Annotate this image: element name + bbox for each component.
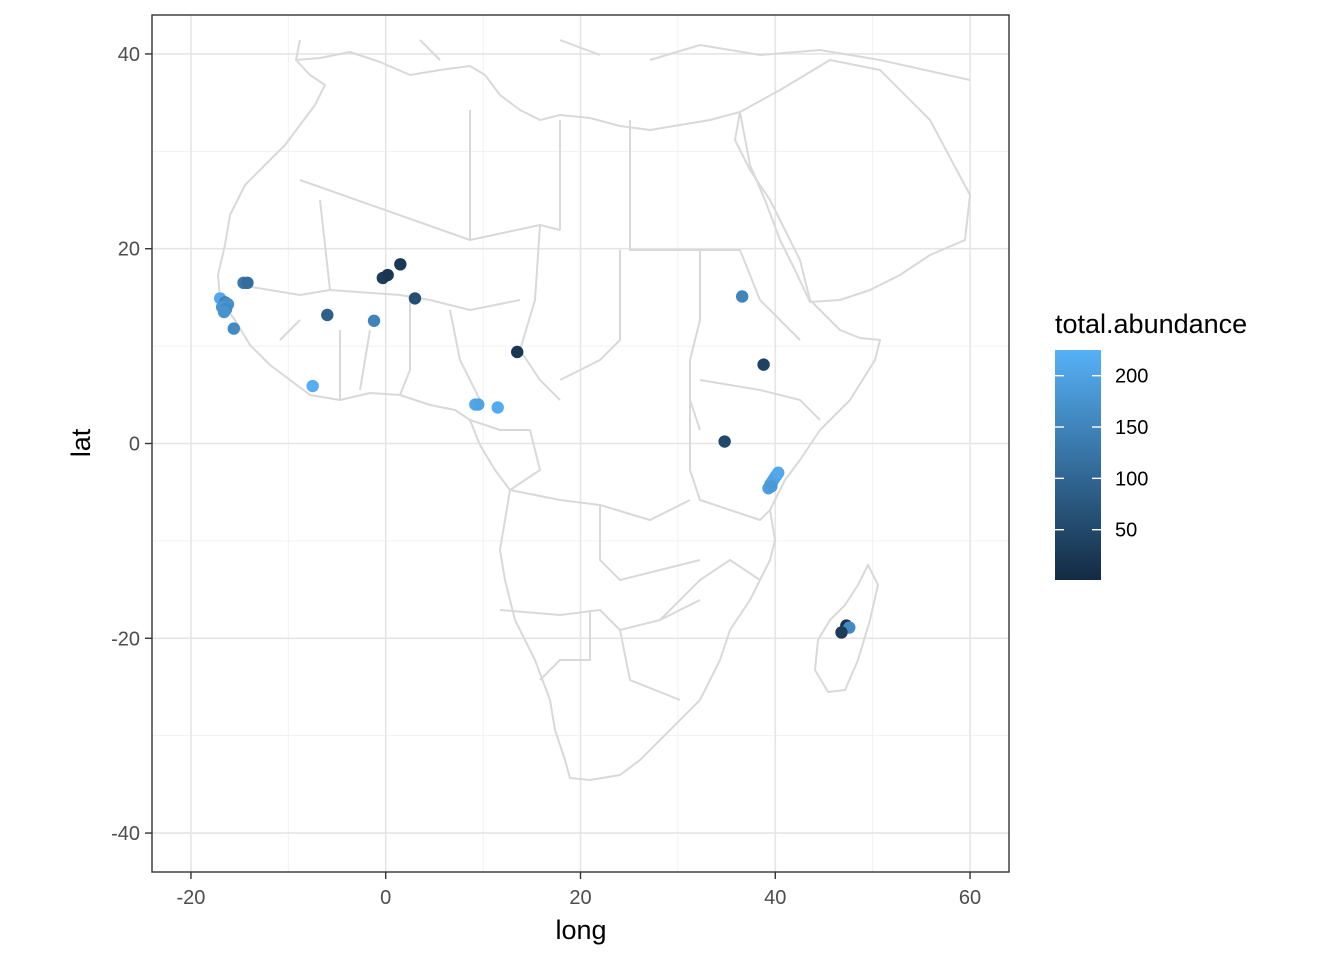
y-tick-label: 20 (118, 239, 140, 261)
data-point (472, 398, 485, 411)
y-tick-label: -20 (111, 628, 140, 650)
x-tick-label: 20 (569, 887, 591, 909)
x-axis-title: long (555, 915, 606, 945)
legend-title: total.abundance (1055, 309, 1247, 339)
legend-colorbar (1055, 350, 1101, 580)
data-point (735, 290, 749, 303)
data-point (394, 258, 407, 271)
legend-ticks: 200 150 100 50 (1055, 366, 1148, 542)
y-tick-label: -40 (111, 823, 140, 845)
arabia-outline (739, 59, 971, 303)
y-tick-label: 0 (129, 434, 140, 456)
data-point (217, 305, 231, 319)
country-borders (239, 110, 821, 701)
y-tick-label: 40 (118, 44, 140, 66)
legend-label: 200 (1115, 366, 1148, 388)
x-tick-label: 60 (959, 887, 981, 909)
data-point (771, 466, 785, 479)
europe-coast (295, 39, 971, 81)
legend-label: 100 (1115, 468, 1148, 490)
africa-basemap (217, 39, 971, 781)
gridlines (152, 15, 1009, 872)
data-point (510, 345, 524, 359)
axes: -20 0 20 40 60 40 20 0 -20 -40 (111, 44, 981, 909)
x-tick-label: 0 (380, 887, 391, 909)
legend: total.abundance 200 150 100 50 (1055, 309, 1247, 580)
data-point (408, 292, 422, 305)
data-point (718, 435, 731, 448)
data-point (367, 314, 381, 327)
legend-label: 150 (1115, 417, 1148, 439)
data-point (381, 268, 394, 282)
y-axis-title: lat (66, 428, 96, 457)
x-tick-label: 40 (764, 887, 786, 909)
legend-label: 50 (1115, 520, 1137, 542)
madagascar-outline (814, 564, 879, 693)
data-point (227, 322, 241, 335)
data-point (491, 401, 504, 414)
data-point (757, 358, 770, 371)
data-points (213, 258, 856, 639)
data-point (306, 379, 319, 393)
data-point (321, 308, 334, 322)
x-tick-label: -20 (177, 887, 206, 909)
data-point (241, 276, 254, 290)
data-point (765, 480, 778, 493)
data-point (835, 626, 848, 639)
